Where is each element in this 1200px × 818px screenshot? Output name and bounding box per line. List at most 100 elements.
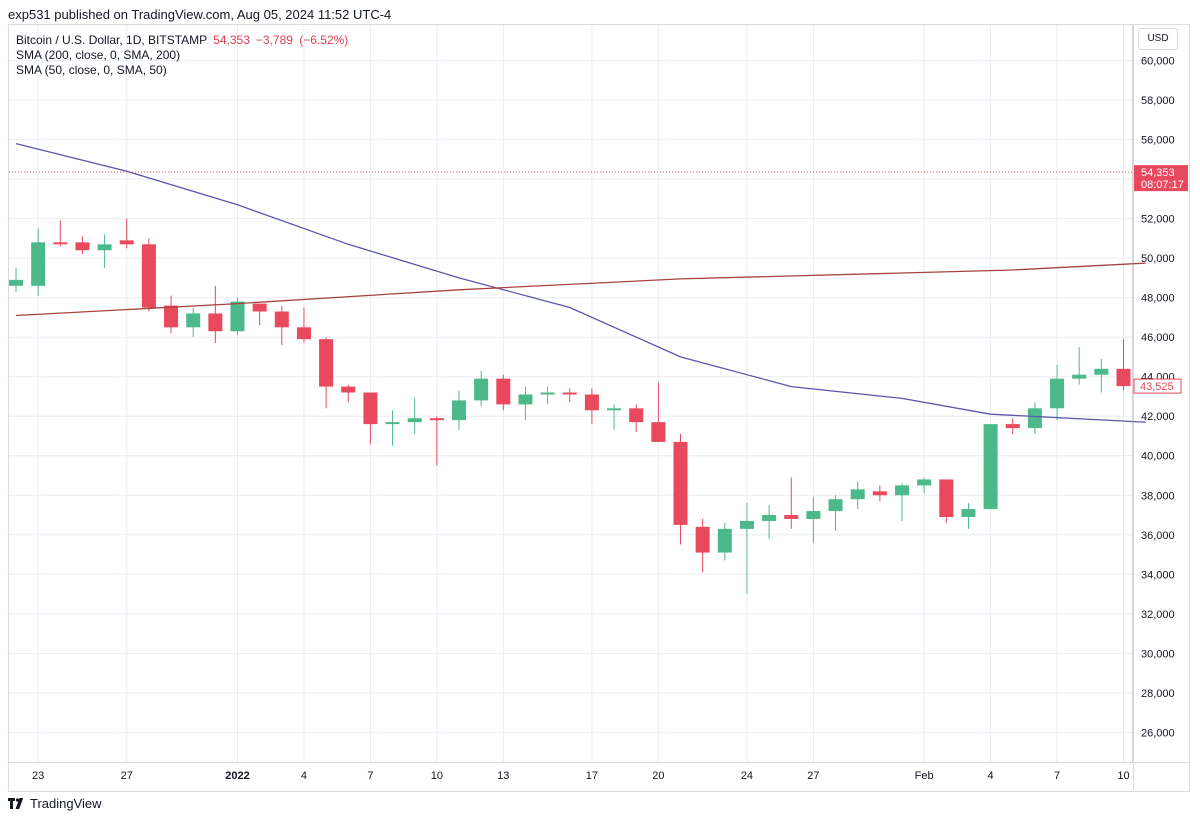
y-tick-label: 36,000 — [1141, 530, 1175, 542]
candle-body[interactable] — [1072, 374, 1087, 379]
candle-body[interactable] — [562, 392, 577, 395]
candle-body[interactable] — [784, 515, 799, 519]
legend-change-pct: (−6.52%) — [299, 33, 349, 47]
candle-body[interactable] — [296, 327, 311, 340]
x-tick-label: 10 — [1117, 770, 1129, 782]
x-tick-label: 7 — [1054, 770, 1060, 782]
candle-body[interactable] — [186, 313, 201, 328]
candle-body[interactable] — [429, 418, 444, 421]
x-tick-label: 10 — [431, 770, 443, 782]
candle-body[interactable] — [828, 499, 843, 512]
candle-body[interactable] — [474, 378, 489, 401]
close-price-label: 43,525 — [1140, 381, 1174, 393]
candle-body[interactable] — [629, 408, 644, 423]
sma200-line[interactable] — [15, 262, 1146, 317]
legend-sma200[interactable]: SMA (200, close, 0, SMA, 200) — [16, 48, 181, 62]
y-tick-label: 50,000 — [1141, 253, 1175, 265]
legend-sma50[interactable]: SMA (50, close, 0, SMA, 50) — [16, 63, 167, 77]
y-tick-label: 26,000 — [1141, 727, 1175, 739]
candle-body[interactable] — [363, 392, 378, 425]
y-tick-label: 58,000 — [1141, 95, 1175, 107]
y-tick-label: 30,000 — [1141, 648, 1175, 660]
footer-brand: TradingView — [30, 795, 102, 811]
legend-symbol-row[interactable]: Bitcoin / U.S. Dollar, 1D, BITSTAMP 54,35… — [16, 33, 348, 48]
candle-body[interactable] — [717, 528, 732, 553]
candle-body[interactable] — [850, 489, 865, 500]
legend-last-price: 54,353 — [213, 33, 250, 47]
candle-body[interactable] — [164, 305, 179, 328]
candle-body[interactable] — [385, 422, 400, 425]
x-tick-label: 24 — [741, 770, 753, 782]
y-tick-label: 56,000 — [1141, 135, 1175, 147]
candle-body[interactable] — [31, 242, 46, 286]
candle-body[interactable] — [1050, 378, 1065, 409]
publish-info: exp531 published on TradingView.com, Aug… — [8, 7, 392, 22]
currency-button[interactable]: USD — [1138, 28, 1178, 50]
bar-countdown-label: 08:07:17 — [1141, 179, 1184, 191]
x-tick-label: 20 — [652, 770, 664, 782]
candle-body[interactable] — [584, 394, 599, 411]
candle-body[interactable] — [673, 441, 688, 525]
footer: TradingView — [8, 795, 102, 811]
y-tick-label: 32,000 — [1141, 609, 1175, 621]
candle-body[interactable] — [651, 422, 666, 442]
candle-body[interactable] — [75, 242, 90, 251]
candle-body[interactable] — [1005, 424, 1020, 429]
y-tick-label: 38,000 — [1141, 490, 1175, 502]
candle-body[interactable] — [9, 279, 23, 286]
candle-body[interactable] — [695, 526, 710, 553]
y-tick-label: 52,000 — [1141, 214, 1175, 226]
sma50-line[interactable] — [15, 142, 1146, 423]
x-tick-label: 7 — [367, 770, 373, 782]
y-tick-label: 40,000 — [1141, 451, 1175, 463]
x-tick-label: 13 — [497, 770, 509, 782]
candle-body[interactable] — [739, 520, 754, 529]
candle-body[interactable] — [872, 491, 887, 496]
legend-change: −3,789 — [255, 33, 293, 47]
candle-body[interactable] — [607, 408, 622, 411]
candle-body[interactable] — [540, 392, 555, 395]
last-price-label: 54,353 — [1141, 167, 1175, 179]
candle-body[interactable] — [895, 485, 909, 496]
last-price-label-bg — [1134, 165, 1188, 192]
x-tick-label: 27 — [807, 770, 819, 782]
chart-frame — [8, 24, 1190, 792]
y-tick-label: 42,000 — [1141, 411, 1175, 423]
x-tick-label: 2022 — [225, 770, 249, 782]
y-tick-label: 48,000 — [1141, 293, 1175, 305]
chart-legend: Bitcoin / U.S. Dollar, 1D, BITSTAMP 54,35… — [16, 33, 348, 78]
candle-body[interactable] — [518, 394, 533, 405]
candle-body[interactable] — [97, 244, 112, 251]
candle-body[interactable] — [274, 311, 289, 328]
candle-body[interactable] — [1094, 368, 1109, 375]
candle-body[interactable] — [806, 511, 821, 519]
y-tick-label: 34,000 — [1141, 569, 1175, 581]
close-price-label-bg — [1133, 378, 1182, 394]
candle-body[interactable] — [939, 479, 954, 517]
candle-body[interactable] — [917, 479, 932, 486]
x-tick-label: 23 — [32, 770, 44, 782]
candle-body[interactable] — [407, 418, 422, 423]
candle-body[interactable] — [961, 509, 976, 517]
x-tick-label: 17 — [586, 770, 598, 782]
candle-body[interactable] — [119, 240, 134, 245]
x-tick-label: 27 — [121, 770, 133, 782]
candle-body[interactable] — [208, 313, 223, 332]
candle-body[interactable] — [1116, 368, 1131, 387]
candle-body[interactable] — [230, 301, 245, 332]
tradingview-logo-icon — [8, 797, 24, 809]
y-tick-label: 28,000 — [1141, 688, 1175, 700]
candle-body[interactable] — [762, 515, 777, 521]
candle-body[interactable] — [252, 303, 267, 312]
legend-symbol: Bitcoin / U.S. Dollar, 1D, BITSTAMP — [16, 33, 208, 47]
candle-body[interactable] — [983, 424, 998, 510]
candle-body[interactable] — [496, 378, 511, 405]
candle-body[interactable] — [341, 386, 356, 393]
x-tick-label: 4 — [301, 770, 307, 782]
candle-body[interactable] — [141, 244, 156, 308]
candle-body[interactable] — [452, 400, 466, 421]
candle-body[interactable] — [319, 339, 334, 387]
candle-body[interactable] — [1027, 408, 1042, 429]
candle-body[interactable] — [53, 242, 68, 245]
